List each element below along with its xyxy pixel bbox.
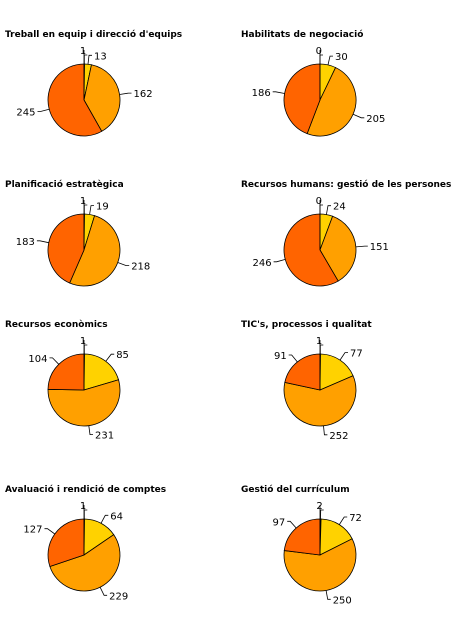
chart-title: Gestió del currículum [241,485,350,495]
leader-line [355,245,368,248]
leader-line [323,425,328,436]
pie-slice [49,534,121,592]
leader-line [105,353,115,362]
slice-value-label: 1 [80,196,86,207]
slice-value-label: 13 [94,51,107,62]
pie-panel: Habilitats de negociació 0 30 205 186 [236,0,461,150]
slice-value-label: 2 [316,501,322,512]
chart-title: Habilitats de negociació [241,30,364,40]
pie-slice [47,63,103,137]
leader-line [338,516,348,525]
pie-slice [283,538,357,592]
leader-line [89,205,94,215]
leader-line [288,354,298,363]
leader-line [117,262,130,266]
slice-value-label: 250 [333,595,352,606]
pie-chart: 1 77 252 91 [274,336,363,442]
pie-slice [83,353,120,391]
pie-chart: 0 24 151 246 [253,196,389,287]
pie-chart: 1 85 231 104 [28,336,129,442]
chart-title: Avaluació i rendició de comptes [5,485,167,495]
slice-value-label: 127 [23,525,42,536]
slice-value-label: 183 [16,237,35,248]
leader-line [339,352,348,361]
slice-value-label: 24 [333,202,346,213]
leader-line [119,92,132,95]
slice-value-label: 246 [253,258,272,269]
leader-line [44,528,56,535]
leader-line [287,520,297,529]
slice-value-label: 205 [366,114,385,125]
leader-line [273,259,286,263]
slice-value-label: 1 [80,501,86,512]
slice-value-label: 252 [329,431,348,442]
slice-value-label: 1 [316,336,322,347]
leader-line [320,509,324,520]
slice-value-label: 245 [16,108,35,119]
slice-value-label: 91 [274,351,287,362]
slice-value-label: 77 [350,349,363,360]
chart-title: Recursos econòmics [5,320,108,330]
pie-slice [47,353,85,391]
slice-value-label: 162 [134,89,153,100]
pie-slice [283,518,321,556]
slice-value-label: 1 [80,336,86,347]
pie-slice [319,353,354,391]
chart-title: Recursos humans: gestió de les persones [241,180,452,190]
slice-value-label: 231 [95,431,114,442]
slice-value-label: 0 [316,196,322,207]
chart-title: Planificació estratègica [5,180,124,190]
slice-value-label: 186 [252,88,271,99]
pie-panel: Avaluació i rendició de comptes 1 64 229 127 [0,455,230,605]
pie-panel: Recursos econòmics 1 85 231 104 [0,290,230,442]
leader-line [36,240,49,244]
leader-line [87,54,92,65]
pie-panel: Treball en equip i direcció d'equips 1 13 1… [0,0,230,150]
slice-value-label: 30 [335,52,348,63]
pie-panel: Planificació estratègica 1 19 218 183 [0,150,230,300]
pie-chart: 1 64 229 127 [23,501,128,602]
leader-line [99,587,108,596]
leader-line [272,91,285,94]
leader-line [49,357,60,365]
chart-title: TIC's, processos i qualitat [241,320,372,330]
slice-value-label: 151 [370,242,389,253]
slice-value-label: 97 [272,517,285,528]
pie-chart: 1 13 162 245 [16,46,153,137]
pie-chart: 1 19 218 183 [16,196,150,287]
slice-value-label: 218 [131,262,150,273]
pie-panel: TIC's, processos i qualitat 1 77 252 91 [236,290,461,442]
leader-line [326,205,331,215]
slice-value-label: 229 [109,591,128,602]
slice-value-label: 85 [116,350,129,361]
pie-panel: Recursos humans: gestió de les persones 0… [236,150,461,300]
pie-slice [47,379,121,427]
leader-line [352,113,365,119]
pie-slice [306,67,357,137]
leader-line [325,590,331,600]
slice-value-label: 1 [80,46,86,57]
slice-value-label: 0 [316,46,322,57]
pie-slice [283,213,339,287]
leader-line [88,425,93,436]
leader-line [327,55,333,65]
pie-slice [69,215,121,287]
chart-title: Treball en equip i direcció d'equips [5,30,183,40]
pie-slice [83,64,121,132]
pie-chart: 2 72 250 97 [272,501,362,606]
leader-line [37,108,50,112]
leader-line [100,514,109,524]
slice-value-label: 19 [96,202,109,213]
slice-value-label: 72 [349,513,362,524]
pie-chart: 0 30 205 186 [252,46,385,137]
slice-value-label: 104 [28,354,47,365]
pie-panel: Gestió del currículum 2 72 250 97 [236,455,461,606]
slice-value-label: 64 [110,511,123,522]
